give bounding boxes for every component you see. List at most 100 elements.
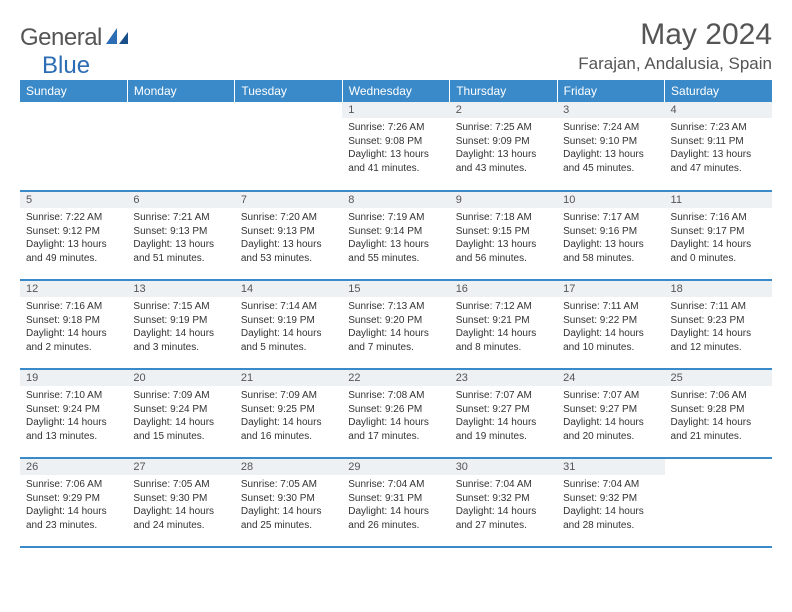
- day-body: [235, 118, 342, 125]
- day-body: Sunrise: 7:09 AMSunset: 9:25 PMDaylight:…: [235, 386, 342, 447]
- sunrise-line: Sunrise: 7:11 AM: [671, 300, 766, 314]
- day-cell: 15Sunrise: 7:13 AMSunset: 9:20 PMDayligh…: [342, 280, 449, 369]
- sunset-line: Sunset: 9:24 PM: [133, 403, 228, 417]
- daylight-line: Daylight: 14 hours and 17 minutes.: [348, 416, 443, 443]
- day-number: 24: [557, 370, 664, 386]
- day-number: 6: [127, 192, 234, 208]
- sunrise-line: Sunrise: 7:16 AM: [26, 300, 121, 314]
- daylight-line: Daylight: 14 hours and 28 minutes.: [563, 505, 658, 532]
- daylight-line: Daylight: 14 hours and 8 minutes.: [456, 327, 551, 354]
- day-cell: [127, 102, 234, 191]
- sunset-line: Sunset: 9:30 PM: [241, 492, 336, 506]
- daylight-line: Daylight: 14 hours and 7 minutes.: [348, 327, 443, 354]
- sunset-line: Sunset: 9:08 PM: [348, 135, 443, 149]
- day-number: 4: [665, 102, 772, 118]
- day-cell: [235, 102, 342, 191]
- day-number: 11: [665, 192, 772, 208]
- day-cell: 22Sunrise: 7:08 AMSunset: 9:26 PMDayligh…: [342, 369, 449, 458]
- day-body: Sunrise: 7:19 AMSunset: 9:14 PMDaylight:…: [342, 208, 449, 269]
- week-row: 1Sunrise: 7:26 AMSunset: 9:08 PMDaylight…: [20, 102, 772, 191]
- month-title: May 2024: [578, 18, 772, 52]
- day-body: [20, 118, 127, 125]
- day-body: [127, 118, 234, 125]
- sunset-line: Sunset: 9:13 PM: [241, 225, 336, 239]
- header: General May 2024 Farajan, Andalusia, Spa…: [20, 18, 772, 74]
- sunset-line: Sunset: 9:32 PM: [563, 492, 658, 506]
- day-number: 5: [20, 192, 127, 208]
- day-cell: 4Sunrise: 7:23 AMSunset: 9:11 PMDaylight…: [665, 102, 772, 191]
- day-number: 27: [127, 459, 234, 475]
- day-body: Sunrise: 7:21 AMSunset: 9:13 PMDaylight:…: [127, 208, 234, 269]
- sunrise-line: Sunrise: 7:07 AM: [563, 389, 658, 403]
- sunset-line: Sunset: 9:25 PM: [241, 403, 336, 417]
- day-body: Sunrise: 7:04 AMSunset: 9:31 PMDaylight:…: [342, 475, 449, 536]
- daylight-line: Daylight: 14 hours and 19 minutes.: [456, 416, 551, 443]
- day-body: Sunrise: 7:20 AMSunset: 9:13 PMDaylight:…: [235, 208, 342, 269]
- day-number: 13: [127, 281, 234, 297]
- daylight-line: Daylight: 13 hours and 51 minutes.: [133, 238, 228, 265]
- daylight-line: Daylight: 14 hours and 24 minutes.: [133, 505, 228, 532]
- day-body: Sunrise: 7:16 AMSunset: 9:17 PMDaylight:…: [665, 208, 772, 269]
- weekday-sunday: Sunday: [20, 80, 127, 102]
- sunset-line: Sunset: 9:14 PM: [348, 225, 443, 239]
- day-number: 23: [450, 370, 557, 386]
- day-number: 7: [235, 192, 342, 208]
- day-body: Sunrise: 7:12 AMSunset: 9:21 PMDaylight:…: [450, 297, 557, 358]
- day-number: 10: [557, 192, 664, 208]
- day-body: Sunrise: 7:16 AMSunset: 9:18 PMDaylight:…: [20, 297, 127, 358]
- sunset-line: Sunset: 9:17 PM: [671, 225, 766, 239]
- week-row: 19Sunrise: 7:10 AMSunset: 9:24 PMDayligh…: [20, 369, 772, 458]
- day-number: 20: [127, 370, 234, 386]
- daylight-line: Daylight: 14 hours and 12 minutes.: [671, 327, 766, 354]
- sunrise-line: Sunrise: 7:23 AM: [671, 121, 766, 135]
- day-body: Sunrise: 7:18 AMSunset: 9:15 PMDaylight:…: [450, 208, 557, 269]
- day-cell: 14Sunrise: 7:14 AMSunset: 9:19 PMDayligh…: [235, 280, 342, 369]
- weekday-friday: Friday: [557, 80, 664, 102]
- day-cell: 24Sunrise: 7:07 AMSunset: 9:27 PMDayligh…: [557, 369, 664, 458]
- day-body: Sunrise: 7:07 AMSunset: 9:27 PMDaylight:…: [450, 386, 557, 447]
- weekday-wednesday: Wednesday: [342, 80, 449, 102]
- day-body: Sunrise: 7:09 AMSunset: 9:24 PMDaylight:…: [127, 386, 234, 447]
- sunrise-line: Sunrise: 7:09 AM: [241, 389, 336, 403]
- day-cell: 7Sunrise: 7:20 AMSunset: 9:13 PMDaylight…: [235, 191, 342, 280]
- logo-text-blue: Blue: [42, 52, 90, 79]
- day-body: Sunrise: 7:08 AMSunset: 9:26 PMDaylight:…: [342, 386, 449, 447]
- sunset-line: Sunset: 9:28 PM: [671, 403, 766, 417]
- day-cell: 10Sunrise: 7:17 AMSunset: 9:16 PMDayligh…: [557, 191, 664, 280]
- day-number: 12: [20, 281, 127, 297]
- day-number: 18: [665, 281, 772, 297]
- week-row: 5Sunrise: 7:22 AMSunset: 9:12 PMDaylight…: [20, 191, 772, 280]
- day-cell: 13Sunrise: 7:15 AMSunset: 9:19 PMDayligh…: [127, 280, 234, 369]
- sunset-line: Sunset: 9:15 PM: [456, 225, 551, 239]
- sunset-line: Sunset: 9:23 PM: [671, 314, 766, 328]
- sunrise-line: Sunrise: 7:26 AM: [348, 121, 443, 135]
- day-body: Sunrise: 7:23 AMSunset: 9:11 PMDaylight:…: [665, 118, 772, 179]
- sunset-line: Sunset: 9:30 PM: [133, 492, 228, 506]
- day-body: Sunrise: 7:13 AMSunset: 9:20 PMDaylight:…: [342, 297, 449, 358]
- daylight-line: Daylight: 13 hours and 45 minutes.: [563, 148, 658, 175]
- daylight-line: Daylight: 14 hours and 13 minutes.: [26, 416, 121, 443]
- sunset-line: Sunset: 9:27 PM: [456, 403, 551, 417]
- day-body: Sunrise: 7:11 AMSunset: 9:22 PMDaylight:…: [557, 297, 664, 358]
- sunrise-line: Sunrise: 7:13 AM: [348, 300, 443, 314]
- sunrise-line: Sunrise: 7:21 AM: [133, 211, 228, 225]
- day-cell: 26Sunrise: 7:06 AMSunset: 9:29 PMDayligh…: [20, 458, 127, 547]
- sunrise-line: Sunrise: 7:20 AM: [241, 211, 336, 225]
- day-number: 28: [235, 459, 342, 475]
- location: Farajan, Andalusia, Spain: [578, 54, 772, 74]
- daylight-line: Daylight: 13 hours and 56 minutes.: [456, 238, 551, 265]
- daylight-line: Daylight: 14 hours and 26 minutes.: [348, 505, 443, 532]
- sunrise-line: Sunrise: 7:05 AM: [241, 478, 336, 492]
- day-cell: 1Sunrise: 7:26 AMSunset: 9:08 PMDaylight…: [342, 102, 449, 191]
- weekday-thursday: Thursday: [450, 80, 557, 102]
- day-body: Sunrise: 7:05 AMSunset: 9:30 PMDaylight:…: [127, 475, 234, 536]
- day-body: Sunrise: 7:11 AMSunset: 9:23 PMDaylight:…: [665, 297, 772, 358]
- day-cell: 6Sunrise: 7:21 AMSunset: 9:13 PMDaylight…: [127, 191, 234, 280]
- daylight-line: Daylight: 14 hours and 2 minutes.: [26, 327, 121, 354]
- day-number: 25: [665, 370, 772, 386]
- day-number: 9: [450, 192, 557, 208]
- daylight-line: Daylight: 14 hours and 0 minutes.: [671, 238, 766, 265]
- sunset-line: Sunset: 9:16 PM: [563, 225, 658, 239]
- day-cell: 18Sunrise: 7:11 AMSunset: 9:23 PMDayligh…: [665, 280, 772, 369]
- weekday-tuesday: Tuesday: [235, 80, 342, 102]
